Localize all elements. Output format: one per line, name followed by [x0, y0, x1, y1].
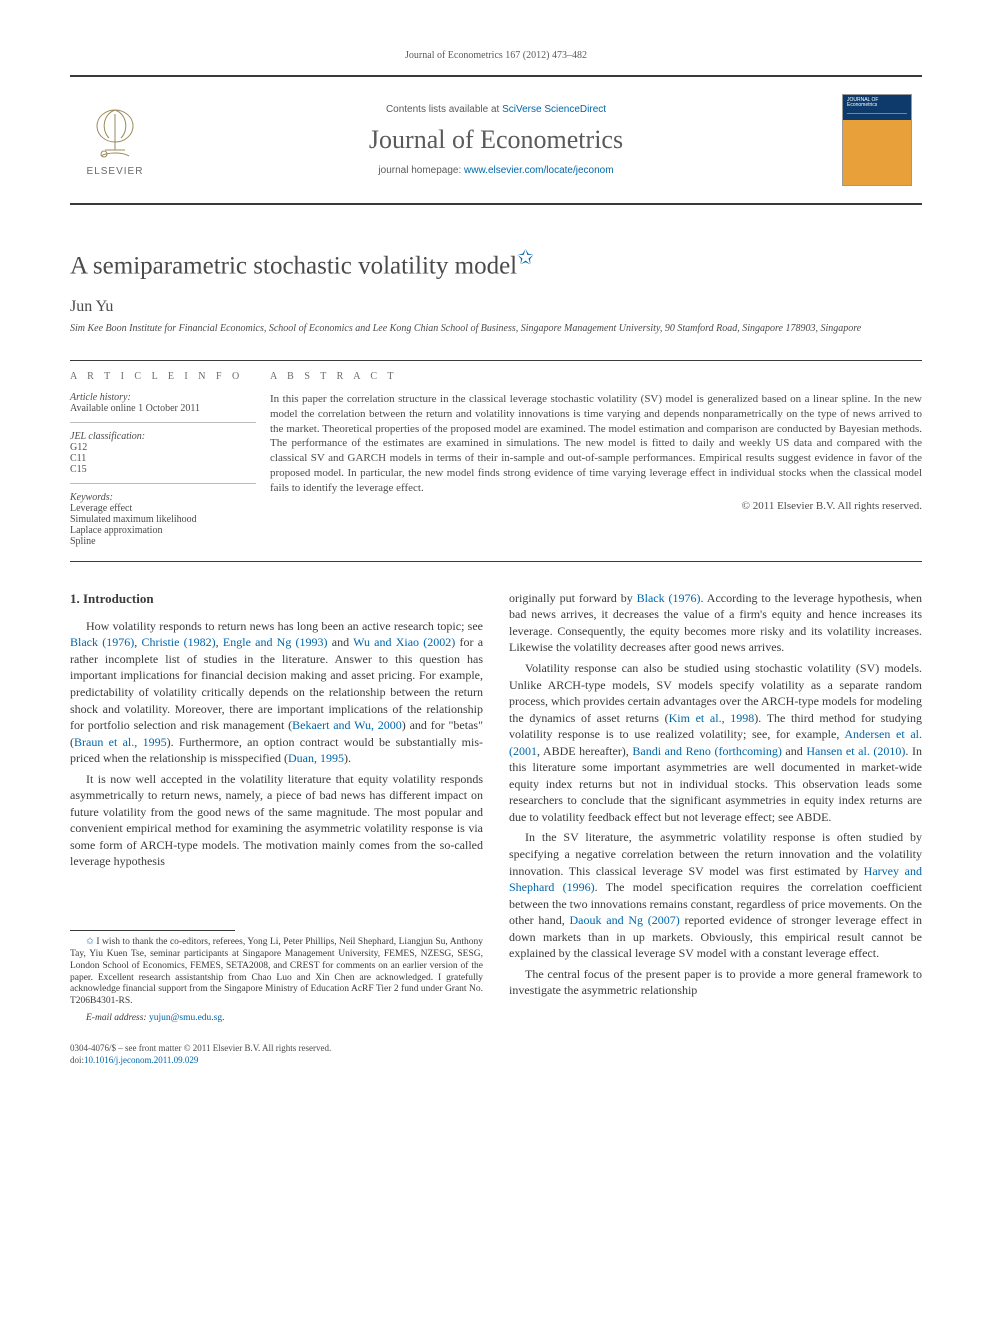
abstract-heading: A B S T R A C T — [270, 371, 922, 382]
cover-title: JOURNAL OF Econometrics — [847, 98, 907, 108]
elsevier-tree-icon — [87, 104, 143, 164]
jel-label: JEL classification: — [70, 431, 256, 442]
journal-name: Journal of Econometrics — [369, 125, 623, 155]
jel-code: G12 — [70, 442, 256, 453]
article-history-label: Article history: — [70, 392, 256, 403]
text-run: , — [216, 635, 223, 649]
citation-link[interactable]: Black (1976) — [637, 591, 701, 605]
sciencedirect-link[interactable]: SciVerse ScienceDirect — [502, 104, 606, 115]
page-footer: 0304-4076/$ – see front matter © 2011 El… — [70, 1043, 922, 1066]
citation-link[interactable]: Daouk and Ng (2007) — [570, 913, 680, 927]
citation-link[interactable]: Bandi and Reno (forthcoming) — [632, 744, 781, 758]
author-email-link[interactable]: yujun@smu.edu.sg — [149, 1013, 222, 1023]
author-affiliation: Sim Kee Boon Institute for Financial Eco… — [70, 322, 922, 336]
doi-line: doi:10.1016/j.jeconom.2011.09.029 — [70, 1055, 922, 1067]
footnote-separator — [70, 930, 235, 931]
journal-cover-thumb: JOURNAL OF Econometrics — [832, 77, 922, 203]
acknowledgement-footnote: ✩ I wish to thank the co-editors, refere… — [70, 937, 483, 1008]
text-run: and — [328, 635, 354, 649]
keyword: Laplace approximation — [70, 525, 256, 536]
journal-header: ELSEVIER Contents lists available at Sci… — [70, 75, 922, 205]
paragraph: Volatility response can also be studied … — [509, 660, 922, 825]
homepage-prefix: journal homepage: — [378, 165, 464, 176]
citation-line: Journal of Econometrics 167 (2012) 473–4… — [70, 50, 922, 61]
doi-label: doi: — [70, 1055, 84, 1065]
email-label: E-mail address: — [86, 1013, 149, 1023]
journal-homepage-link[interactable]: www.elsevier.com/locate/jeconom — [464, 165, 614, 176]
citation-link[interactable]: Christie (1982) — [141, 635, 215, 649]
citation-link[interactable]: Hansen et al. (2010) — [806, 744, 905, 758]
publisher-logo: ELSEVIER — [70, 77, 160, 203]
article-title: A semiparametric stochastic volatility m… — [70, 245, 922, 280]
text-run: ). — [344, 751, 351, 765]
paragraph: The central focus of the present paper i… — [509, 966, 922, 999]
paragraph: How volatility responds to return news h… — [70, 618, 483, 767]
paragraph: It is now well accepted in the volatilit… — [70, 771, 483, 870]
citation-link[interactable]: Duan, 1995 — [288, 751, 344, 765]
title-footnote-star: ✩ — [517, 247, 534, 269]
section-heading: 1. Introduction — [70, 590, 483, 608]
abstract-text: In this paper the correlation structure … — [270, 392, 922, 496]
article-title-text: A semiparametric stochastic volatility m… — [70, 252, 517, 279]
jel-code: C11 — [70, 453, 256, 464]
citation-link[interactable]: Kim et al., 1998 — [669, 711, 755, 725]
keyword: Leverage effect — [70, 503, 256, 514]
paragraph: originally put forward by Black (1976). … — [509, 590, 922, 656]
contents-available-line: Contents lists available at SciVerse Sci… — [386, 104, 606, 115]
homepage-line: journal homepage: www.elsevier.com/locat… — [378, 165, 613, 176]
keyword: Spline — [70, 536, 256, 547]
citation-link[interactable]: Braun et al., 1995 — [74, 735, 167, 749]
contents-prefix: Contents lists available at — [386, 104, 502, 115]
keyword: Simulated maximum likelihood — [70, 514, 256, 525]
text-run: , ABDE hereafter), — [537, 744, 632, 758]
citation-link[interactable]: Engle and Ng (1993) — [223, 635, 328, 649]
email-line: E-mail address: yujun@smu.edu.sg. — [70, 1012, 483, 1025]
text-run: How volatility responds to return news h… — [86, 619, 483, 633]
keywords-label: Keywords: — [70, 492, 256, 503]
author-name: Jun Yu — [70, 298, 922, 316]
article-info-block: A R T I C L E I N F O Article history: A… — [70, 360, 922, 562]
article-history-value: Available online 1 October 2011 — [70, 403, 256, 414]
copyright-line: 0304-4076/$ – see front matter © 2011 El… — [70, 1043, 922, 1055]
publisher-name: ELSEVIER — [87, 166, 144, 177]
article-body: 1. Introduction How volatility responds … — [70, 590, 922, 1026]
text-run: In the SV literature, the asymmetric vol… — [509, 830, 922, 877]
citation-link[interactable]: Wu and Xiao (2002) — [353, 635, 455, 649]
abstract-copyright: © 2011 Elsevier B.V. All rights reserved… — [270, 500, 922, 512]
footnote-star-icon: ✩ — [86, 937, 94, 947]
paragraph: In the SV literature, the asymmetric vol… — [509, 829, 922, 961]
citation-link[interactable]: Bekaert and Wu, 2000 — [292, 718, 402, 732]
jel-code: C15 — [70, 464, 256, 475]
citation-link[interactable]: Black (1976) — [70, 635, 134, 649]
footnote-text: I wish to thank the co-editors, referees… — [70, 937, 483, 1006]
text-run: originally put forward by — [509, 591, 637, 605]
article-info-heading: A R T I C L E I N F O — [70, 371, 256, 382]
text-run: and — [782, 744, 807, 758]
doi-link[interactable]: 10.1016/j.jeconom.2011.09.029 — [84, 1055, 198, 1065]
